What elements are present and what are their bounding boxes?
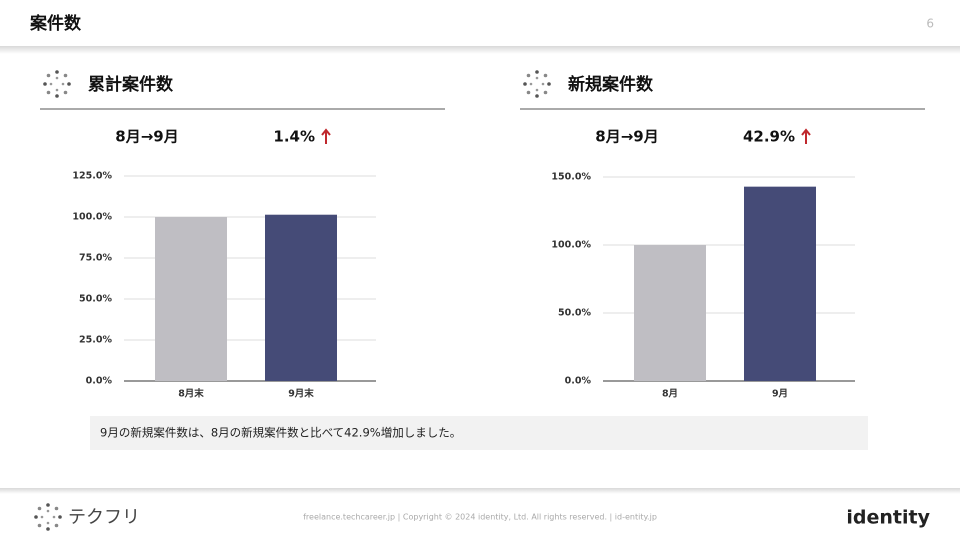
- change: 1.4%: [273, 128, 315, 146]
- y-tick-label: 0.0%: [86, 376, 113, 387]
- comparison: 8月→9月: [595, 128, 658, 146]
- x-tick-label: 9月: [772, 389, 788, 400]
- page-number: 6: [926, 17, 934, 31]
- comparison: 8月→9月: [115, 128, 178, 146]
- footer-logo-icon: [34, 503, 62, 531]
- footer-links: freelance.techcareer.jp | Copyright © 20…: [303, 513, 657, 522]
- slide-title: 案件数: [29, 13, 82, 34]
- x-tick-label: 8月末: [178, 388, 204, 400]
- y-tick-label: 50.0%: [558, 308, 591, 319]
- section-title: 累計案件数: [88, 74, 174, 95]
- note: 9月の新規案件数は、8月の新規案件数と比べて42.9%増加しました。: [100, 426, 461, 440]
- x-tick-label: 8月: [662, 389, 678, 400]
- footer-logo: テクフリ: [68, 507, 140, 528]
- y-tick-label: 100.0%: [72, 212, 112, 223]
- y-tick-label: 150.0%: [551, 172, 591, 183]
- header-shadow: [0, 46, 960, 54]
- footer-brand: identity: [846, 507, 930, 529]
- y-tick-label: 125.0%: [72, 171, 112, 182]
- x-tick-label: 9月末: [288, 388, 314, 400]
- bar: [155, 217, 227, 381]
- y-tick-label: 100.0%: [551, 240, 591, 251]
- bar: [634, 245, 706, 381]
- footer-shadow: [0, 488, 960, 494]
- bar: [744, 186, 816, 381]
- section-icon: [523, 70, 551, 98]
- y-tick-label: 50.0%: [79, 294, 112, 305]
- up-arrow: [321, 128, 331, 144]
- note-box: [90, 416, 868, 450]
- bar: [265, 214, 337, 381]
- y-tick-label: 75.0%: [79, 253, 112, 264]
- header-bar: [0, 0, 960, 46]
- change: 42.9%: [743, 128, 795, 146]
- section-title: 新規案件数: [568, 74, 654, 95]
- section-icon: [43, 70, 71, 98]
- y-tick-label: 0.0%: [565, 376, 592, 387]
- up-arrow: [801, 128, 811, 144]
- y-tick-label: 25.0%: [79, 335, 112, 346]
